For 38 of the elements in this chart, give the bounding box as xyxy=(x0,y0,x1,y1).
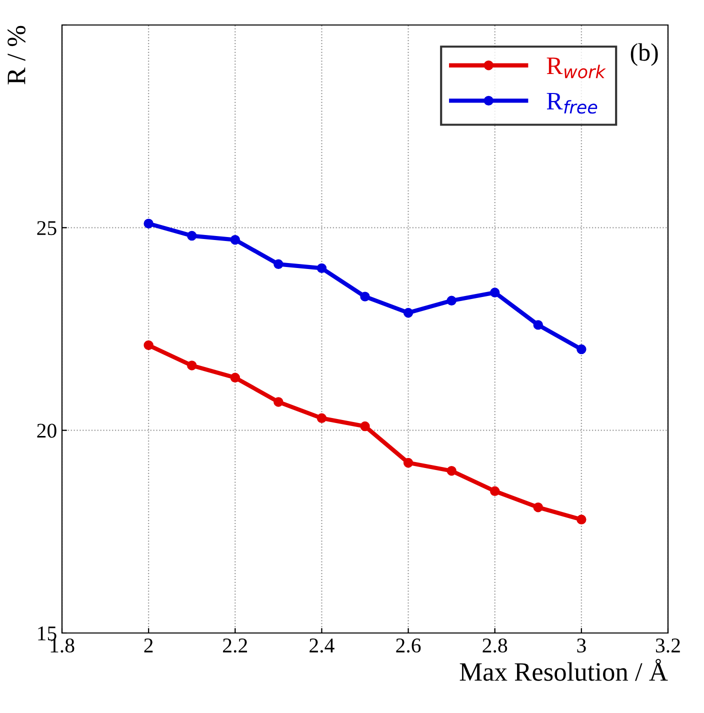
annotation: (b) xyxy=(630,43,658,66)
x-tick-label: 3 xyxy=(577,638,586,653)
point xyxy=(230,234,240,245)
point xyxy=(274,259,284,270)
x-tick-label: 1.8 xyxy=(50,638,74,653)
point xyxy=(403,458,414,468)
point xyxy=(144,218,154,228)
point xyxy=(316,263,327,274)
y-tick-label: 25 xyxy=(37,221,56,236)
point xyxy=(446,296,456,306)
x-tick-label: 2 xyxy=(144,638,153,652)
point xyxy=(144,340,154,350)
x-tick-label: 2.4 xyxy=(310,638,334,653)
point xyxy=(446,466,456,476)
point xyxy=(316,413,327,424)
y-tick-label: 20 xyxy=(37,424,56,438)
point xyxy=(490,486,500,496)
point xyxy=(186,230,197,241)
x-axis-title: Max Resolution / Å xyxy=(460,658,668,681)
point xyxy=(360,292,370,302)
x-tick-label: 2.6 xyxy=(396,638,421,653)
y-tick-label: 15 xyxy=(38,626,56,640)
point xyxy=(403,308,414,318)
x-tick-label: 2.8 xyxy=(482,638,508,653)
point xyxy=(533,320,544,330)
point xyxy=(274,397,284,407)
x-tick-label: 3.2 xyxy=(656,638,680,653)
point xyxy=(533,502,544,512)
point xyxy=(230,372,240,382)
point xyxy=(490,288,500,298)
legend-label: R$_{free}$ xyxy=(546,92,598,114)
point xyxy=(576,344,586,354)
x-tick-label: 2.2 xyxy=(223,638,248,653)
point xyxy=(576,514,586,524)
y-axis-title: R / % xyxy=(8,26,26,84)
legend-label: R$_{work}$ xyxy=(546,58,606,78)
point xyxy=(360,421,370,432)
point xyxy=(186,360,197,370)
